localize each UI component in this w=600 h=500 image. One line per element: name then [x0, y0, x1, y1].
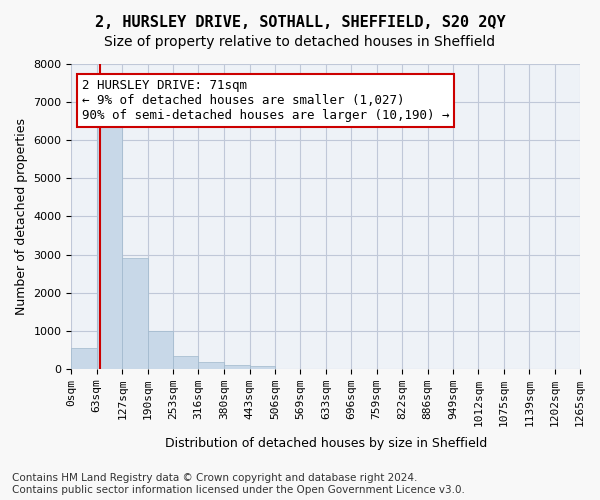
Text: 2, HURSLEY DRIVE, SOTHALL, SHEFFIELD, S20 2QY: 2, HURSLEY DRIVE, SOTHALL, SHEFFIELD, S2…	[95, 15, 505, 30]
Bar	[148, 331, 173, 369]
Bar	[173, 356, 199, 369]
Bar	[71, 348, 97, 369]
Bar	[97, 125, 122, 369]
Text: Size of property relative to detached houses in Sheffield: Size of property relative to detached ho…	[104, 35, 496, 49]
Bar	[199, 362, 224, 369]
Bar	[122, 258, 148, 369]
X-axis label: Distribution of detached houses by size in Sheffield: Distribution of detached houses by size …	[164, 437, 487, 450]
Text: Contains HM Land Registry data © Crown copyright and database right 2024.
Contai: Contains HM Land Registry data © Crown c…	[12, 474, 465, 495]
Text: 2 HURSLEY DRIVE: 71sqm
← 9% of detached houses are smaller (1,027)
90% of semi-d: 2 HURSLEY DRIVE: 71sqm ← 9% of detached …	[82, 79, 449, 122]
Bar	[224, 365, 250, 369]
Y-axis label: Number of detached properties: Number of detached properties	[15, 118, 28, 315]
Bar	[250, 366, 275, 369]
